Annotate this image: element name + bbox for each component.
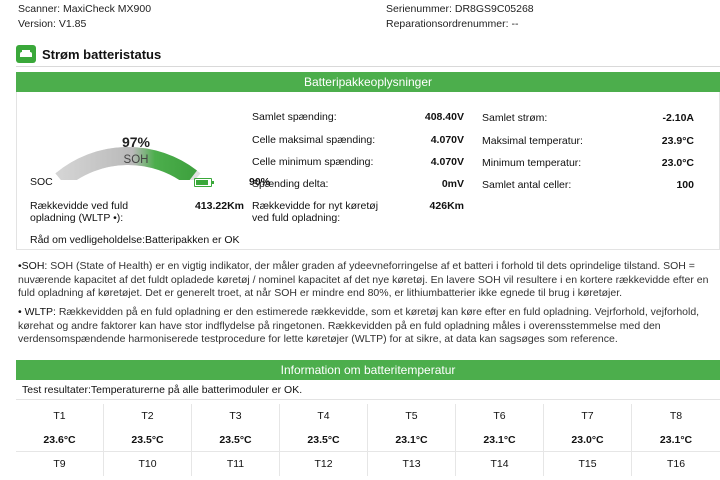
max-temperature-label: Maksimal temperatur: <box>482 135 583 147</box>
wltp-note-lead: • WLTP: <box>18 306 56 318</box>
module-temperature: 23.5°C <box>192 428 280 451</box>
soc-label: SOC <box>30 176 53 188</box>
cell-max-voltage-value: 4.070V <box>430 134 464 146</box>
soh-label: SOH <box>123 154 149 166</box>
gauge-fill <box>55 147 197 180</box>
temperature-section-header: Information om batteritemperatur <box>16 360 720 380</box>
module-label-row: T9 T10 T11 T12 T13 T14 T15 T16 <box>16 452 720 476</box>
scanner-name: Scanner: MaxiCheck MX900 <box>18 3 152 15</box>
module-temperature: 23.1°C <box>456 428 544 451</box>
module-label: T6 <box>456 404 544 428</box>
wltp-range-label: Rækkevidde ved fuld opladning (WLTP •): <box>30 200 129 224</box>
cell-count-label: Samlet antal celler: <box>482 179 572 191</box>
cell-count-value: 100 <box>676 179 694 191</box>
module-label-row: T1 T2 T3 T4 T5 T6 T7 T8 <box>16 404 720 428</box>
module-label: T1 <box>16 404 104 428</box>
voltage-delta-value: 0mV <box>441 178 464 190</box>
module-label: T15 <box>544 452 632 476</box>
module-temperature: 23.1°C <box>659 434 693 446</box>
min-temperature-label: Minimum temperatur: <box>482 157 582 169</box>
result-divider <box>16 399 720 400</box>
soh-note-lead: •SOH: <box>18 260 48 272</box>
new-vehicle-range-label: Rækkevidde for nyt køretøj ved fuld opla… <box>252 200 379 224</box>
total-voltage-value: 408.40V <box>424 111 464 123</box>
temperature-test-result: Test resultater:Temperaturerne på alle b… <box>22 384 303 396</box>
pack-section-header: Batteripakkeoplysninger <box>16 72 720 92</box>
serial-info: Serienummer: DR8GS9C05268 Reparationsord… <box>386 2 534 32</box>
battery-car-icon <box>16 45 36 63</box>
soh-note-text: SOH (State of Health) er en vigtig indik… <box>18 260 709 299</box>
module-label: T2 <box>104 404 192 428</box>
module-label: T12 <box>280 452 368 476</box>
software-version: Version: V1.85 <box>18 18 87 30</box>
soh-gauge <box>55 147 201 180</box>
cell-min-voltage-label: Celle minimum spænding: <box>252 156 374 168</box>
module-temperature: 23.5°C <box>280 428 368 451</box>
repair-order-number: Reparationsordrenummer: -- <box>386 18 519 30</box>
temperature-table: T1 T2 T3 T4 T5 T6 T7 T8 23.6°C 23.5°C 23… <box>16 404 720 476</box>
soh-note: •SOH: SOH (State of Health) er en vigtig… <box>18 260 718 301</box>
max-temperature-value: 23.9°C <box>661 135 694 147</box>
battery-level-icon <box>194 178 214 187</box>
module-label: T7 <box>544 404 632 428</box>
module-temperature: 23.6°C <box>16 428 104 451</box>
wltp-note: • WLTP: Rækkevidden på en fuld opladning… <box>18 306 718 347</box>
min-temperature-value: 23.0°C <box>661 157 694 169</box>
module-temperature: 23.1°C <box>368 428 456 451</box>
cell-min-voltage-value: 4.070V <box>430 156 464 168</box>
serial-number: Serienummer: DR8GS9C05268 <box>386 3 534 15</box>
module-label: T11 <box>192 452 280 476</box>
module-label: T3 <box>192 404 280 428</box>
page-title: Strøm batteristatus <box>42 46 162 62</box>
module-label: T13 <box>368 452 456 476</box>
voltage-delta-label: Spænding delta: <box>252 178 329 190</box>
total-voltage-label: Samlet spænding: <box>252 111 337 123</box>
page-title-row: Strøm batteristatus <box>16 43 161 65</box>
module-temperature: 23.5°C <box>104 428 192 451</box>
cell-max-voltage-label: Celle maksimal spænding: <box>252 134 376 146</box>
new-vehicle-range-value: 426Km <box>429 200 464 212</box>
module-label: T9 <box>16 452 104 476</box>
title-divider <box>16 66 720 67</box>
soc-row: SOC 90% <box>30 176 270 190</box>
wltp-range-value: 413.22Km <box>194 200 244 212</box>
module-label: T10 <box>104 452 192 476</box>
wltp-note-text: Rækkevidden på en fuld opladning er den … <box>18 306 700 345</box>
soc-value: 90% <box>248 176 270 188</box>
module-label: T8 <box>669 410 683 422</box>
module-label: T16 <box>666 458 686 470</box>
module-temperature-row: 23.6°C 23.5°C 23.5°C 23.5°C 23.1°C 23.1°… <box>16 428 720 452</box>
soh-percent: 97% <box>121 134 151 150</box>
maintenance-advice: Råd om vedligeholdelse:Batteripakken er … <box>30 234 240 246</box>
total-current-value: -2.10A <box>662 112 694 124</box>
module-temperature: 23.0°C <box>544 428 632 451</box>
module-label: T14 <box>456 452 544 476</box>
scanner-info: Scanner: MaxiCheck MX900 Version: V1.85 <box>18 2 151 32</box>
module-label: T5 <box>368 404 456 428</box>
total-current-label: Samlet strøm: <box>482 112 548 124</box>
module-label: T4 <box>280 404 368 428</box>
